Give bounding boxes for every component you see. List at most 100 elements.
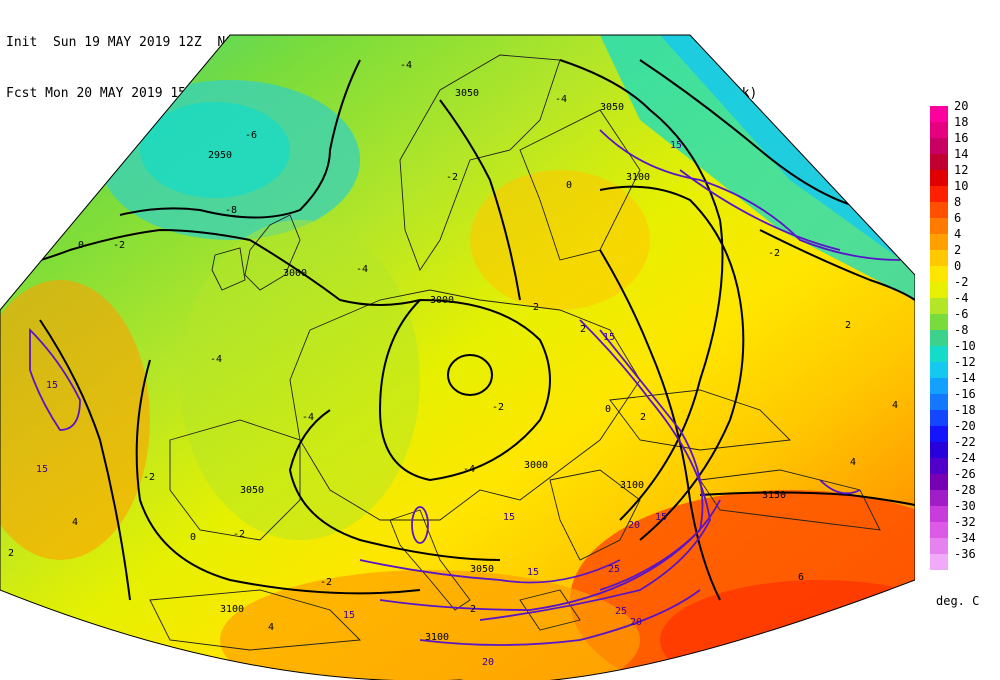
wind-label: 20 xyxy=(628,520,640,531)
wind-label: 25 xyxy=(608,564,620,575)
temp-label: -4 xyxy=(356,264,368,275)
temp-label: 2 xyxy=(845,320,851,331)
colorbar-label: -32 xyxy=(954,515,976,529)
height-labels: 2950 3000 3000 3050 3050 3050 3050 3100 … xyxy=(208,88,786,643)
temperature-colorbar: 20 18 16 14 12 10 8 6 4 2 0 -2 -4 -6 -8 -10 -12 -14 -16 -18… xyxy=(930,100,1000,580)
colorbar-label: 20 xyxy=(954,99,969,113)
colorbar-swatch xyxy=(930,186,948,202)
temp-label: 2 xyxy=(8,548,14,559)
map-svg: 2950 3000 3000 3050 3050 3050 3050 3100 … xyxy=(0,34,915,680)
colorbar-swatch xyxy=(930,426,948,442)
colorbar-swatch xyxy=(930,490,948,506)
colorbar-label: 12 xyxy=(954,163,969,177)
colorbar-swatch xyxy=(930,314,948,330)
wind-label: 15 xyxy=(603,332,615,343)
colorbar-label: -34 xyxy=(954,531,976,545)
temp-label: 4 xyxy=(72,517,78,528)
temp-label: -4 xyxy=(555,94,567,105)
height-label: 3100 xyxy=(620,480,644,491)
colorbar-swatch xyxy=(930,298,948,314)
wind-labels: 15 15 15 15 15 15 15 15 20 20 20 25 25 xyxy=(36,140,682,668)
wind-label: 15 xyxy=(46,380,58,391)
colorbar-swatch xyxy=(930,378,948,394)
colorbar-label: -14 xyxy=(954,371,976,385)
colorbar-label: 14 xyxy=(954,147,969,161)
height-label: 3000 xyxy=(524,460,548,471)
temp-label: -2 xyxy=(320,577,332,588)
wind-label: 15 xyxy=(527,567,539,578)
temperature-labels: -6 -4 -8 -4 -2 0 -2 -4 -2 0 2 -4 -2 -4 -… xyxy=(8,60,898,633)
colorbar-label: 16 xyxy=(954,131,969,145)
colorbar-swatch xyxy=(930,506,948,522)
colorbar-label: -16 xyxy=(954,387,976,401)
colorbar-label: -28 xyxy=(954,483,976,497)
wind-label: 15 xyxy=(503,512,515,523)
height-label: 3000 xyxy=(283,268,307,279)
wind-label: 20 xyxy=(482,657,494,668)
height-label: 3100 xyxy=(425,632,449,643)
temp-label: -4 xyxy=(210,354,222,365)
forecast-map: 2950 3000 3000 3050 3050 3050 3050 3100 … xyxy=(0,30,915,680)
colorbar-label: -36 xyxy=(954,547,976,561)
colorbar-swatch xyxy=(930,218,948,234)
colorbar-label: -22 xyxy=(954,435,976,449)
temp-label: 6 xyxy=(798,572,804,583)
wind-label: 15 xyxy=(36,464,48,475)
temp-label: -4 xyxy=(463,464,475,475)
wind-label: 25 xyxy=(615,606,627,617)
colorbar-label: -20 xyxy=(954,419,976,433)
temp-label: 0 xyxy=(605,404,611,415)
height-label: 3050 xyxy=(240,485,264,496)
colorbar-label: 18 xyxy=(954,115,969,129)
height-label: 3000 xyxy=(430,295,454,306)
colorbar-swatch xyxy=(930,362,948,378)
temp-label: 4 xyxy=(850,457,856,468)
colorbar-label: -30 xyxy=(954,499,976,513)
colorbar-swatch xyxy=(930,394,948,410)
colorbar-swatch xyxy=(930,554,948,570)
colorbar-swatch xyxy=(930,202,948,218)
colorbar-label: -18 xyxy=(954,403,976,417)
temperature-shading xyxy=(0,35,915,680)
colorbar-label: -24 xyxy=(954,451,976,465)
colorbar-label: 0 xyxy=(954,259,962,273)
wind-label: 15 xyxy=(670,140,682,151)
colorbar-label: 10 xyxy=(954,179,969,193)
colorbar-swatch xyxy=(930,154,948,170)
colorbar-swatch xyxy=(930,282,948,298)
height-label: 3050 xyxy=(455,88,479,99)
height-label: 3100 xyxy=(626,172,650,183)
colorbar-swatch xyxy=(930,250,948,266)
colorbar-swatch xyxy=(930,266,948,282)
temp-label: 2 xyxy=(470,604,476,615)
wind-label: 20 xyxy=(630,617,642,628)
temp-label: 0 xyxy=(190,532,196,543)
height-label: 2950 xyxy=(208,150,232,161)
colorbar-label: 4 xyxy=(954,227,962,241)
height-label: 3050 xyxy=(470,564,494,575)
temp-label: -2 xyxy=(233,529,245,540)
wind-label: 15 xyxy=(655,512,667,523)
temp-label: -2 xyxy=(768,248,780,259)
colorbar-swatch xyxy=(930,170,948,186)
height-label: 3050 xyxy=(600,102,624,113)
colorbar-swatch xyxy=(930,330,948,346)
colorbar-label: -6 xyxy=(954,307,969,321)
temp-label: -4 xyxy=(302,412,314,423)
colorbar-label: -4 xyxy=(954,291,969,305)
colorbar-label: -10 xyxy=(954,339,976,353)
temp-label: 0 xyxy=(78,240,84,251)
temp-label: -2 xyxy=(143,472,155,483)
colorbar-swatch xyxy=(930,458,948,474)
colorbar-swatch xyxy=(930,522,948,538)
colorbar-label: 2 xyxy=(954,243,962,257)
colorbar-label: -12 xyxy=(954,355,976,369)
colorbar-swatch xyxy=(930,138,948,154)
temp-label: 4 xyxy=(268,622,274,633)
height-label: 3150 xyxy=(762,490,786,501)
colorbar-swatch xyxy=(930,346,948,362)
wind-label: 15 xyxy=(343,610,355,621)
temp-label: 4 xyxy=(892,400,898,411)
temp-label: -2 xyxy=(113,240,125,251)
temp-label: 2 xyxy=(640,412,646,423)
